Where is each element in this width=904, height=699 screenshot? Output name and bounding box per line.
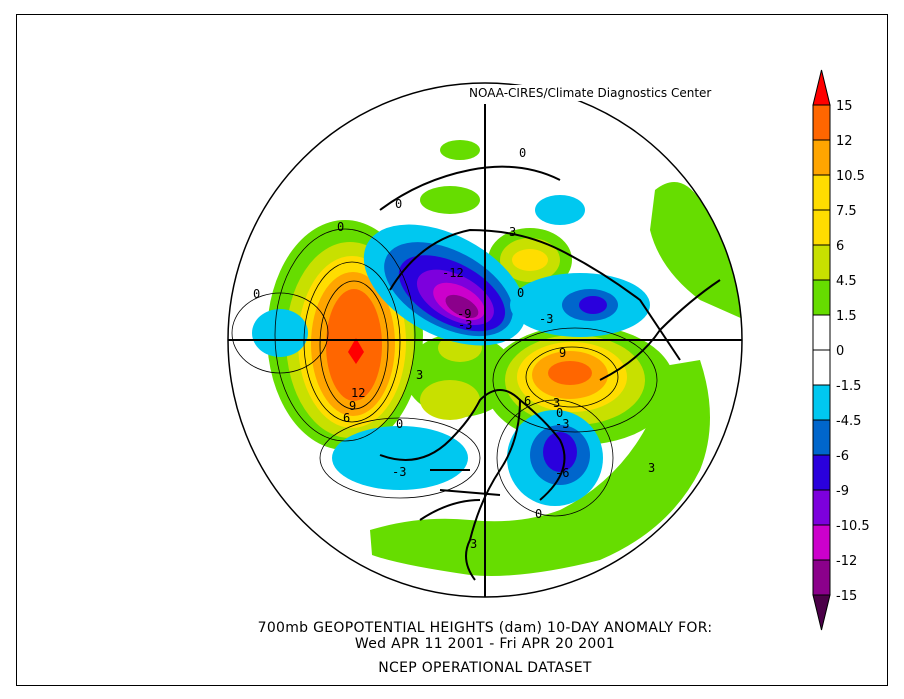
colorbar-segment (812, 384, 831, 421)
credit-label: NOAA-CIRES/Climate Diagnostics Center (469, 86, 711, 100)
contour-label: 0 (556, 406, 563, 420)
eurasia-low (510, 195, 650, 337)
colorbar-segment (812, 489, 831, 526)
contour-label: 0 (519, 146, 526, 160)
colorbar (812, 69, 831, 631)
positive-siberia (420, 186, 480, 214)
positive-asia-east (650, 182, 742, 320)
colorbar-segment (812, 174, 831, 211)
contour-label: 0 (517, 286, 524, 300)
colorbar-label: 0 (836, 344, 844, 359)
contour-label: 0 (253, 287, 260, 301)
westpacific-low (252, 309, 308, 357)
nepacific-low (332, 426, 468, 490)
contour-label: -3 (539, 312, 553, 326)
colorbar-label: 7.5 (836, 204, 857, 219)
atlantic-high (485, 325, 675, 445)
contour-label: 3 (470, 537, 477, 551)
colorbar-label: -15 (836, 589, 857, 604)
title-line-3: NCEP OPERATIONAL DATASET (378, 660, 592, 676)
atlantic-low (507, 410, 603, 506)
contour-label: 0 (396, 417, 403, 431)
contour-label: 3 (416, 368, 423, 382)
contour-label: 3 (553, 396, 560, 410)
colorbar-labels: 15 12 10.5 7.5 6 4.5 1.5 0 -1.5 -4.5 -6 … (836, 99, 870, 604)
contour-label: 0 (535, 507, 542, 521)
colorbar-segment (812, 244, 831, 281)
colorbar-label: -6 (836, 449, 849, 464)
colorbar-label: -12 (836, 554, 857, 569)
colorbar-label: -10.5 (836, 519, 870, 534)
contour-label: 6 (524, 394, 531, 408)
colorbar-segment (812, 279, 831, 316)
title-line-2: Wed APR 11 2001 - Fri APR 20 2001 (354, 636, 616, 652)
colorbar-segment (812, 139, 831, 176)
colorbar-segment (812, 349, 831, 386)
colorbar-label: -4.5 (836, 414, 861, 429)
positive-canada-inner (420, 380, 480, 420)
plot-frame (16, 14, 888, 686)
colorbar-label: 6 (836, 239, 844, 254)
colorbar-label: 15 (836, 99, 853, 114)
contour-label: -3 (555, 417, 569, 431)
colorbar-label: 1.5 (836, 309, 857, 324)
colorbar-arrow-top (812, 69, 831, 106)
colorbar-segment (812, 524, 831, 561)
anomaly-fields (231, 140, 742, 581)
contour-label: 0 (395, 197, 402, 211)
contour-lines (231, 228, 658, 517)
colorbar-segment (812, 454, 831, 491)
contour-label: -3 (458, 318, 472, 332)
contour-labels: 0 0 0 0 3 -12 -9 -3 -3 0 12 9 6 3 9 6 3 … (253, 146, 655, 551)
contour-label: -12 (442, 266, 464, 280)
colorbar-segment (812, 559, 831, 596)
colorbar-label: -9 (836, 484, 849, 499)
colorbar-segment (812, 209, 831, 246)
contour-label: 6 (343, 411, 350, 425)
colorbar-segment (812, 419, 831, 456)
positive-arctic-top (440, 140, 480, 160)
contour-label: -6 (555, 466, 569, 480)
contour-label: -3 (392, 465, 406, 479)
contour-label: 9 (349, 399, 356, 413)
colorbar-segment (812, 104, 831, 141)
colorbar-segment (812, 314, 831, 351)
coastlines (379, 165, 721, 581)
colorbar-label: 4.5 (836, 274, 857, 289)
positive-band-atlantic (370, 360, 710, 576)
contour-label: 0 (337, 220, 344, 234)
colorbar-arrow-bottom (812, 594, 831, 631)
contour-label: 12 (351, 386, 365, 400)
title-line-1: 700mb GEOPOTENTIAL HEIGHTS (dam) 10-DAY … (257, 620, 713, 636)
colorbar-label: 12 (836, 134, 853, 149)
colorbar-label: -1.5 (836, 379, 861, 394)
contour-label: 9 (559, 346, 566, 360)
contour-label: -9 (457, 307, 471, 321)
contour-label: 3 (648, 461, 655, 475)
contour-label: 3 (509, 225, 516, 239)
colorbar-label: 10.5 (836, 169, 865, 184)
